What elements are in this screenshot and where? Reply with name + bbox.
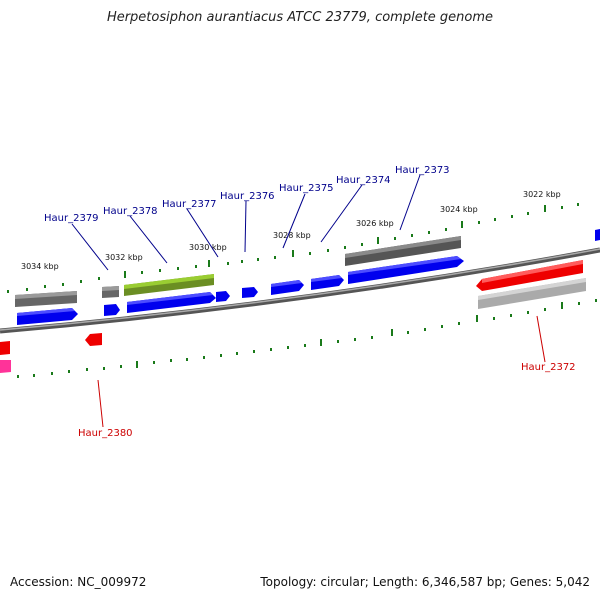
kbp-label: 3022 kbp bbox=[523, 190, 561, 199]
leader-line bbox=[97, 379, 104, 428]
forward-gene bbox=[216, 291, 230, 302]
gene-label-haur-2372[interactable]: Haur_2372 bbox=[521, 362, 576, 373]
forward-gene bbox=[595, 229, 600, 241]
leader-line bbox=[282, 193, 306, 249]
leader-line bbox=[320, 184, 363, 243]
inner-tick-track bbox=[17, 299, 597, 378]
leader-line bbox=[244, 200, 247, 253]
reverse-gene bbox=[85, 333, 102, 346]
gray-feature bbox=[478, 278, 586, 309]
gray-feature bbox=[345, 236, 461, 266]
gray-feature bbox=[102, 286, 119, 298]
gene-label-haur-2374[interactable]: Haur_2374 bbox=[336, 175, 391, 186]
leader-line bbox=[129, 215, 168, 264]
gene-label-haur-2375[interactable]: Haur_2375 bbox=[279, 183, 334, 194]
kbp-label: 3026 kbp bbox=[356, 219, 394, 228]
topology-label: Topology: circular; Length: 6,346,587 bp… bbox=[260, 575, 590, 589]
kbp-label: 3032 kbp bbox=[105, 253, 143, 262]
leader-line bbox=[536, 315, 546, 363]
kbp-label: 3030 kbp bbox=[189, 243, 227, 252]
olive-gene bbox=[124, 274, 214, 296]
leader-line bbox=[186, 208, 219, 258]
forward-gene bbox=[242, 287, 258, 298]
forward-gene bbox=[271, 280, 304, 295]
kbp-label: 3024 kbp bbox=[440, 205, 478, 214]
kbp-label: 3028 kbp bbox=[273, 231, 311, 240]
pink-gene bbox=[0, 360, 11, 373]
gene-label-haur-2376[interactable]: Haur_2376 bbox=[220, 191, 275, 202]
gray-feature bbox=[15, 291, 77, 307]
forward-gene bbox=[104, 304, 120, 316]
outer-tick-track bbox=[7, 203, 579, 293]
forward-gene bbox=[348, 256, 464, 284]
forward-gene bbox=[17, 308, 78, 325]
gene-label-haur-2373[interactable]: Haur_2373 bbox=[395, 165, 450, 176]
reverse-gene bbox=[476, 260, 583, 291]
leader-line bbox=[71, 223, 109, 271]
leader-line bbox=[399, 174, 421, 231]
genome-backbone bbox=[0, 247, 600, 334]
accession-label: Accession: NC_009972 bbox=[10, 575, 147, 589]
forward-gene bbox=[311, 275, 344, 290]
gene-label-haur-2380[interactable]: Haur_2380 bbox=[78, 428, 133, 439]
map-title: Herpetosiphon aurantiacus ATCC 23779, co… bbox=[106, 10, 494, 25]
gene-label-haur-2379[interactable]: Haur_2379 bbox=[44, 213, 99, 224]
kbp-label: 3034 kbp bbox=[21, 262, 59, 271]
reverse-gene bbox=[0, 341, 10, 355]
forward-gene bbox=[127, 292, 216, 313]
gene-label-haur-2377[interactable]: Haur_2377 bbox=[162, 199, 217, 210]
gene-label-haur-2378[interactable]: Haur_2378 bbox=[103, 206, 158, 217]
